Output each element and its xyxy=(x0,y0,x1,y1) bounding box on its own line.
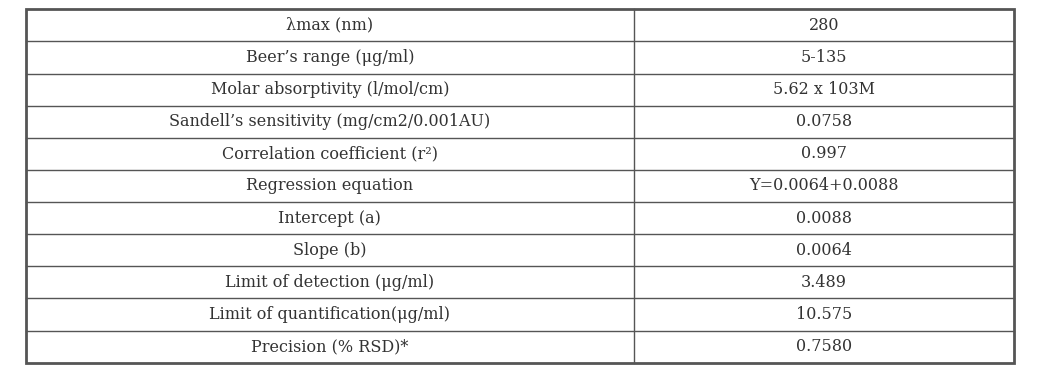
Text: 0.7580: 0.7580 xyxy=(796,338,852,355)
Text: λmax (nm): λmax (nm) xyxy=(286,17,373,34)
Text: 0.0064: 0.0064 xyxy=(796,242,852,259)
Text: Correlation coefficient (r²): Correlation coefficient (r²) xyxy=(222,145,438,162)
Text: Regression equation: Regression equation xyxy=(246,177,413,195)
Text: 0.0088: 0.0088 xyxy=(796,210,852,227)
Text: Y=0.0064+0.0088: Y=0.0064+0.0088 xyxy=(749,177,899,195)
Text: Limit of detection (μg/ml): Limit of detection (μg/ml) xyxy=(226,274,435,291)
Text: 0.0758: 0.0758 xyxy=(796,113,852,130)
Text: Beer’s range (μg/ml): Beer’s range (μg/ml) xyxy=(245,49,414,66)
Text: 5.62 x 103M: 5.62 x 103M xyxy=(773,81,875,98)
Text: Molar absorptivity (l/mol/cm): Molar absorptivity (l/mol/cm) xyxy=(210,81,449,98)
Text: Slope (b): Slope (b) xyxy=(293,242,366,259)
Text: Precision (% RSD)*: Precision (% RSD)* xyxy=(251,338,409,355)
Text: 280: 280 xyxy=(808,17,839,34)
Text: 3.489: 3.489 xyxy=(801,274,847,291)
Text: Sandell’s sensitivity (mg/cm2/0.001AU): Sandell’s sensitivity (mg/cm2/0.001AU) xyxy=(170,113,491,130)
Text: 5-135: 5-135 xyxy=(801,49,847,66)
Text: 0.997: 0.997 xyxy=(801,145,847,162)
Text: Intercept (a): Intercept (a) xyxy=(279,210,382,227)
Text: Limit of quantification(μg/ml): Limit of quantification(μg/ml) xyxy=(209,306,450,323)
Text: 10.575: 10.575 xyxy=(796,306,852,323)
